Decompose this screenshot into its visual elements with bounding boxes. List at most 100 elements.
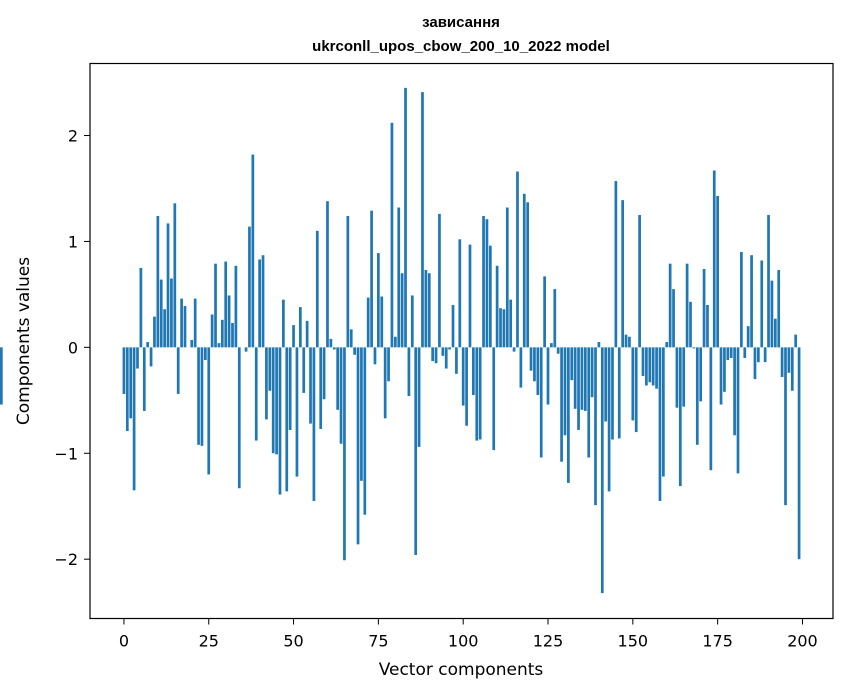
bar [343, 347, 346, 561]
bar [207, 347, 211, 475]
bar [628, 336, 631, 348]
bar [373, 347, 377, 365]
bar [651, 347, 655, 386]
bar [719, 347, 723, 405]
bar [784, 347, 787, 506]
bar [773, 318, 777, 348]
bar [706, 304, 709, 348]
bar [482, 216, 485, 348]
bar [278, 347, 282, 495]
bar [529, 347, 533, 371]
bar [400, 273, 404, 348]
bar [648, 347, 652, 383]
y-tick-label: 1 [68, 232, 78, 251]
bar [573, 347, 577, 409]
bar [224, 261, 228, 348]
bar [258, 259, 261, 348]
bar [268, 347, 272, 391]
bar [309, 347, 312, 424]
bar [638, 214, 641, 348]
bar [672, 289, 675, 348]
bar [153, 316, 156, 348]
bar [577, 347, 580, 430]
bar [285, 347, 289, 492]
bar [594, 347, 597, 506]
bar [631, 347, 635, 421]
bar [509, 299, 513, 348]
bar [770, 280, 774, 348]
bar [265, 347, 268, 420]
bar [349, 329, 353, 348]
bar [214, 263, 217, 348]
bar [763, 347, 767, 363]
bar [536, 347, 540, 396]
bar [685, 263, 689, 348]
bar [193, 298, 197, 348]
bar [539, 347, 543, 458]
bar [488, 245, 492, 348]
bar [485, 219, 489, 348]
bar [448, 347, 451, 350]
x-tick-label: 0 [119, 632, 129, 651]
bar [387, 347, 390, 382]
bar [282, 299, 285, 348]
bar [132, 347, 136, 491]
bar [431, 347, 435, 362]
bar [570, 347, 574, 381]
bar [512, 347, 516, 352]
bar [136, 347, 139, 369]
bar [662, 347, 665, 477]
bar [220, 319, 224, 348]
bar [757, 347, 760, 363]
bar [495, 265, 499, 348]
bar [292, 325, 295, 348]
bar [716, 195, 719, 348]
x-tick-label: 125 [533, 632, 564, 651]
bar [427, 273, 431, 348]
bar [332, 347, 336, 350]
y-axis-label: Components values [14, 257, 34, 425]
bar [163, 309, 166, 348]
x-tick-label: 100 [448, 632, 479, 651]
x-tick-label: 150 [618, 632, 649, 651]
bar [190, 339, 194, 348]
bar [441, 347, 445, 356]
x-axis-ticks: 0 25 50 75 100 125 150 175 200 [119, 618, 818, 651]
bar [217, 343, 221, 348]
bar [709, 347, 713, 471]
bar [797, 347, 801, 560]
bar [614, 181, 618, 348]
bar [750, 255, 753, 348]
bar [146, 342, 150, 348]
bar [723, 347, 726, 392]
bar [149, 347, 153, 367]
bar [682, 347, 686, 407]
bar [597, 342, 601, 348]
bar [326, 201, 329, 348]
y-tick-label: −1 [54, 444, 78, 463]
bar [271, 347, 275, 454]
bar [261, 255, 265, 348]
bar [543, 276, 546, 348]
bar [390, 122, 394, 348]
bar [142, 347, 146, 411]
bar [370, 210, 373, 348]
bar [746, 326, 750, 348]
bar [641, 347, 645, 376]
bar [0, 347, 3, 405]
bar [733, 347, 736, 436]
bar [458, 239, 462, 348]
bar [702, 268, 706, 348]
bar [407, 347, 411, 397]
bar [183, 306, 187, 348]
bar [176, 347, 180, 394]
bar [465, 347, 468, 426]
bar [227, 295, 231, 348]
bar [305, 320, 309, 348]
bar [699, 347, 703, 402]
bar [410, 295, 414, 348]
bar [200, 347, 204, 446]
bar [421, 92, 424, 348]
bar [231, 322, 234, 348]
